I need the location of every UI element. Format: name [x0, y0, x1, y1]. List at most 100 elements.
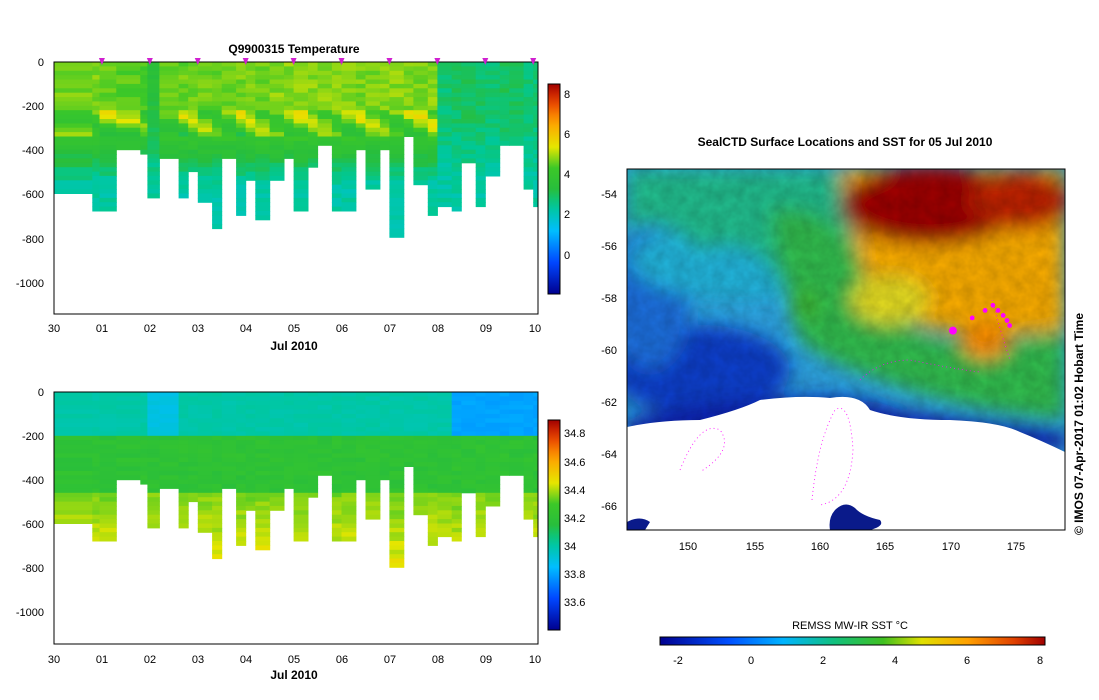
- time-tick-label: 05: [288, 323, 300, 335]
- profile-cell: [499, 92, 510, 98]
- profile-cell: [178, 171, 189, 177]
- profile-cell: [317, 466, 333, 472]
- profile-cell: [475, 413, 486, 419]
- profile-cell: [389, 70, 405, 76]
- profile-cell: [236, 431, 247, 437]
- profile-cell: [92, 127, 100, 133]
- profile-cell: [92, 497, 100, 503]
- profile-cell: [427, 105, 438, 111]
- profile-cell: [140, 101, 148, 107]
- profile-cell: [437, 167, 453, 173]
- profile-cell: [331, 444, 342, 450]
- profile-cell: [451, 175, 462, 181]
- profile-cell: [379, 440, 390, 446]
- profile-cell: [221, 140, 237, 146]
- profile-cell: [92, 519, 100, 524]
- profile-cell: [355, 466, 366, 472]
- colorbar-tick-label: 34.2: [564, 513, 585, 525]
- profile-cell: [188, 409, 199, 415]
- profile-cell: [389, 549, 405, 555]
- colorbar-tick-label: -2: [673, 655, 683, 667]
- profile-cell: [523, 501, 534, 507]
- profile-cell: [427, 197, 438, 203]
- profile-cell: [269, 171, 285, 177]
- profile-cell: [221, 75, 237, 80]
- profile-cell: [178, 510, 189, 516]
- profile-cell: [308, 462, 319, 467]
- profile-cell: [269, 462, 285, 467]
- profile-cell: [178, 92, 189, 98]
- profile-cell: [523, 505, 534, 511]
- profile-cell: [475, 92, 486, 98]
- profile-cell: [293, 488, 309, 494]
- profile-cell: [159, 105, 180, 111]
- profile-cell: [365, 484, 381, 489]
- profile-cell: [403, 70, 414, 76]
- profile-cell: [475, 484, 486, 489]
- profile-cell: [178, 484, 189, 489]
- profile-cell: [523, 462, 534, 467]
- profile-cell: [389, 470, 405, 476]
- profile-cell: [533, 510, 539, 516]
- profile-cell: [533, 62, 539, 67]
- profile-cell: [427, 457, 438, 463]
- temperature-colorbar-ticks: 8 6 4 2 0: [564, 89, 570, 262]
- profile-cell: [284, 154, 295, 159]
- profile-cell: [523, 497, 534, 503]
- profile-cell: [178, 149, 189, 155]
- profile-cell: [212, 545, 223, 551]
- profile-cell: [485, 132, 501, 137]
- profile-cell: [389, 232, 405, 238]
- profile-cell: [221, 127, 237, 133]
- profile-cell: [197, 101, 213, 107]
- profile-cell: [140, 70, 148, 76]
- profile-cell: [99, 184, 117, 190]
- profile-cell: [245, 422, 256, 428]
- profile-cell: [379, 127, 390, 133]
- profile-marker: [386, 58, 393, 65]
- profile-cell: [413, 510, 429, 516]
- profile-cell: [341, 189, 357, 194]
- land-mask: [627, 518, 650, 530]
- profile-cell: [437, 497, 453, 503]
- profile-cell: [341, 527, 357, 533]
- profile-cell: [212, 392, 223, 397]
- profile-cell: [293, 110, 309, 116]
- profile-cell: [331, 162, 342, 168]
- salinity-colorbar-ticks: 34.8 34.6 34.4 34.2 34 33.8 33.6: [564, 428, 585, 609]
- profile-cell: [437, 484, 453, 489]
- profile-cell: [245, 162, 256, 168]
- profile-cell: [188, 418, 199, 424]
- profile-cell: [499, 422, 510, 428]
- profile-cell: [293, 136, 309, 142]
- profile-cell: [54, 105, 93, 111]
- profile-cell: [365, 466, 381, 472]
- profile-cell: [236, 497, 247, 503]
- profile-cell: [221, 409, 237, 415]
- profile-cell: [475, 400, 486, 406]
- profile-cell: [54, 136, 93, 142]
- profile-cell: [197, 79, 213, 85]
- profile-cell: [331, 171, 342, 177]
- profile-cell: [365, 62, 381, 67]
- profile-cell: [451, 123, 462, 129]
- profile-cell: [140, 440, 148, 446]
- profile-cell: [269, 400, 285, 406]
- profile-cell: [212, 145, 223, 151]
- profile-cell: [341, 167, 357, 173]
- profile-cell: [54, 400, 93, 406]
- profile-cell: [499, 101, 510, 107]
- profile-cell: [403, 453, 414, 459]
- profile-cell: [116, 396, 141, 402]
- profile-cell: [212, 158, 223, 164]
- profile-cell: [308, 88, 319, 94]
- profile-cell: [308, 114, 319, 120]
- profile-cell: [236, 162, 247, 168]
- profile-cell: [451, 79, 462, 85]
- profile-cell: [413, 66, 429, 72]
- profile-cell: [317, 449, 333, 454]
- profile-marker: [194, 58, 201, 65]
- profile-cell: [140, 123, 148, 129]
- profile-cell: [99, 409, 117, 415]
- profile-cell: [116, 444, 141, 450]
